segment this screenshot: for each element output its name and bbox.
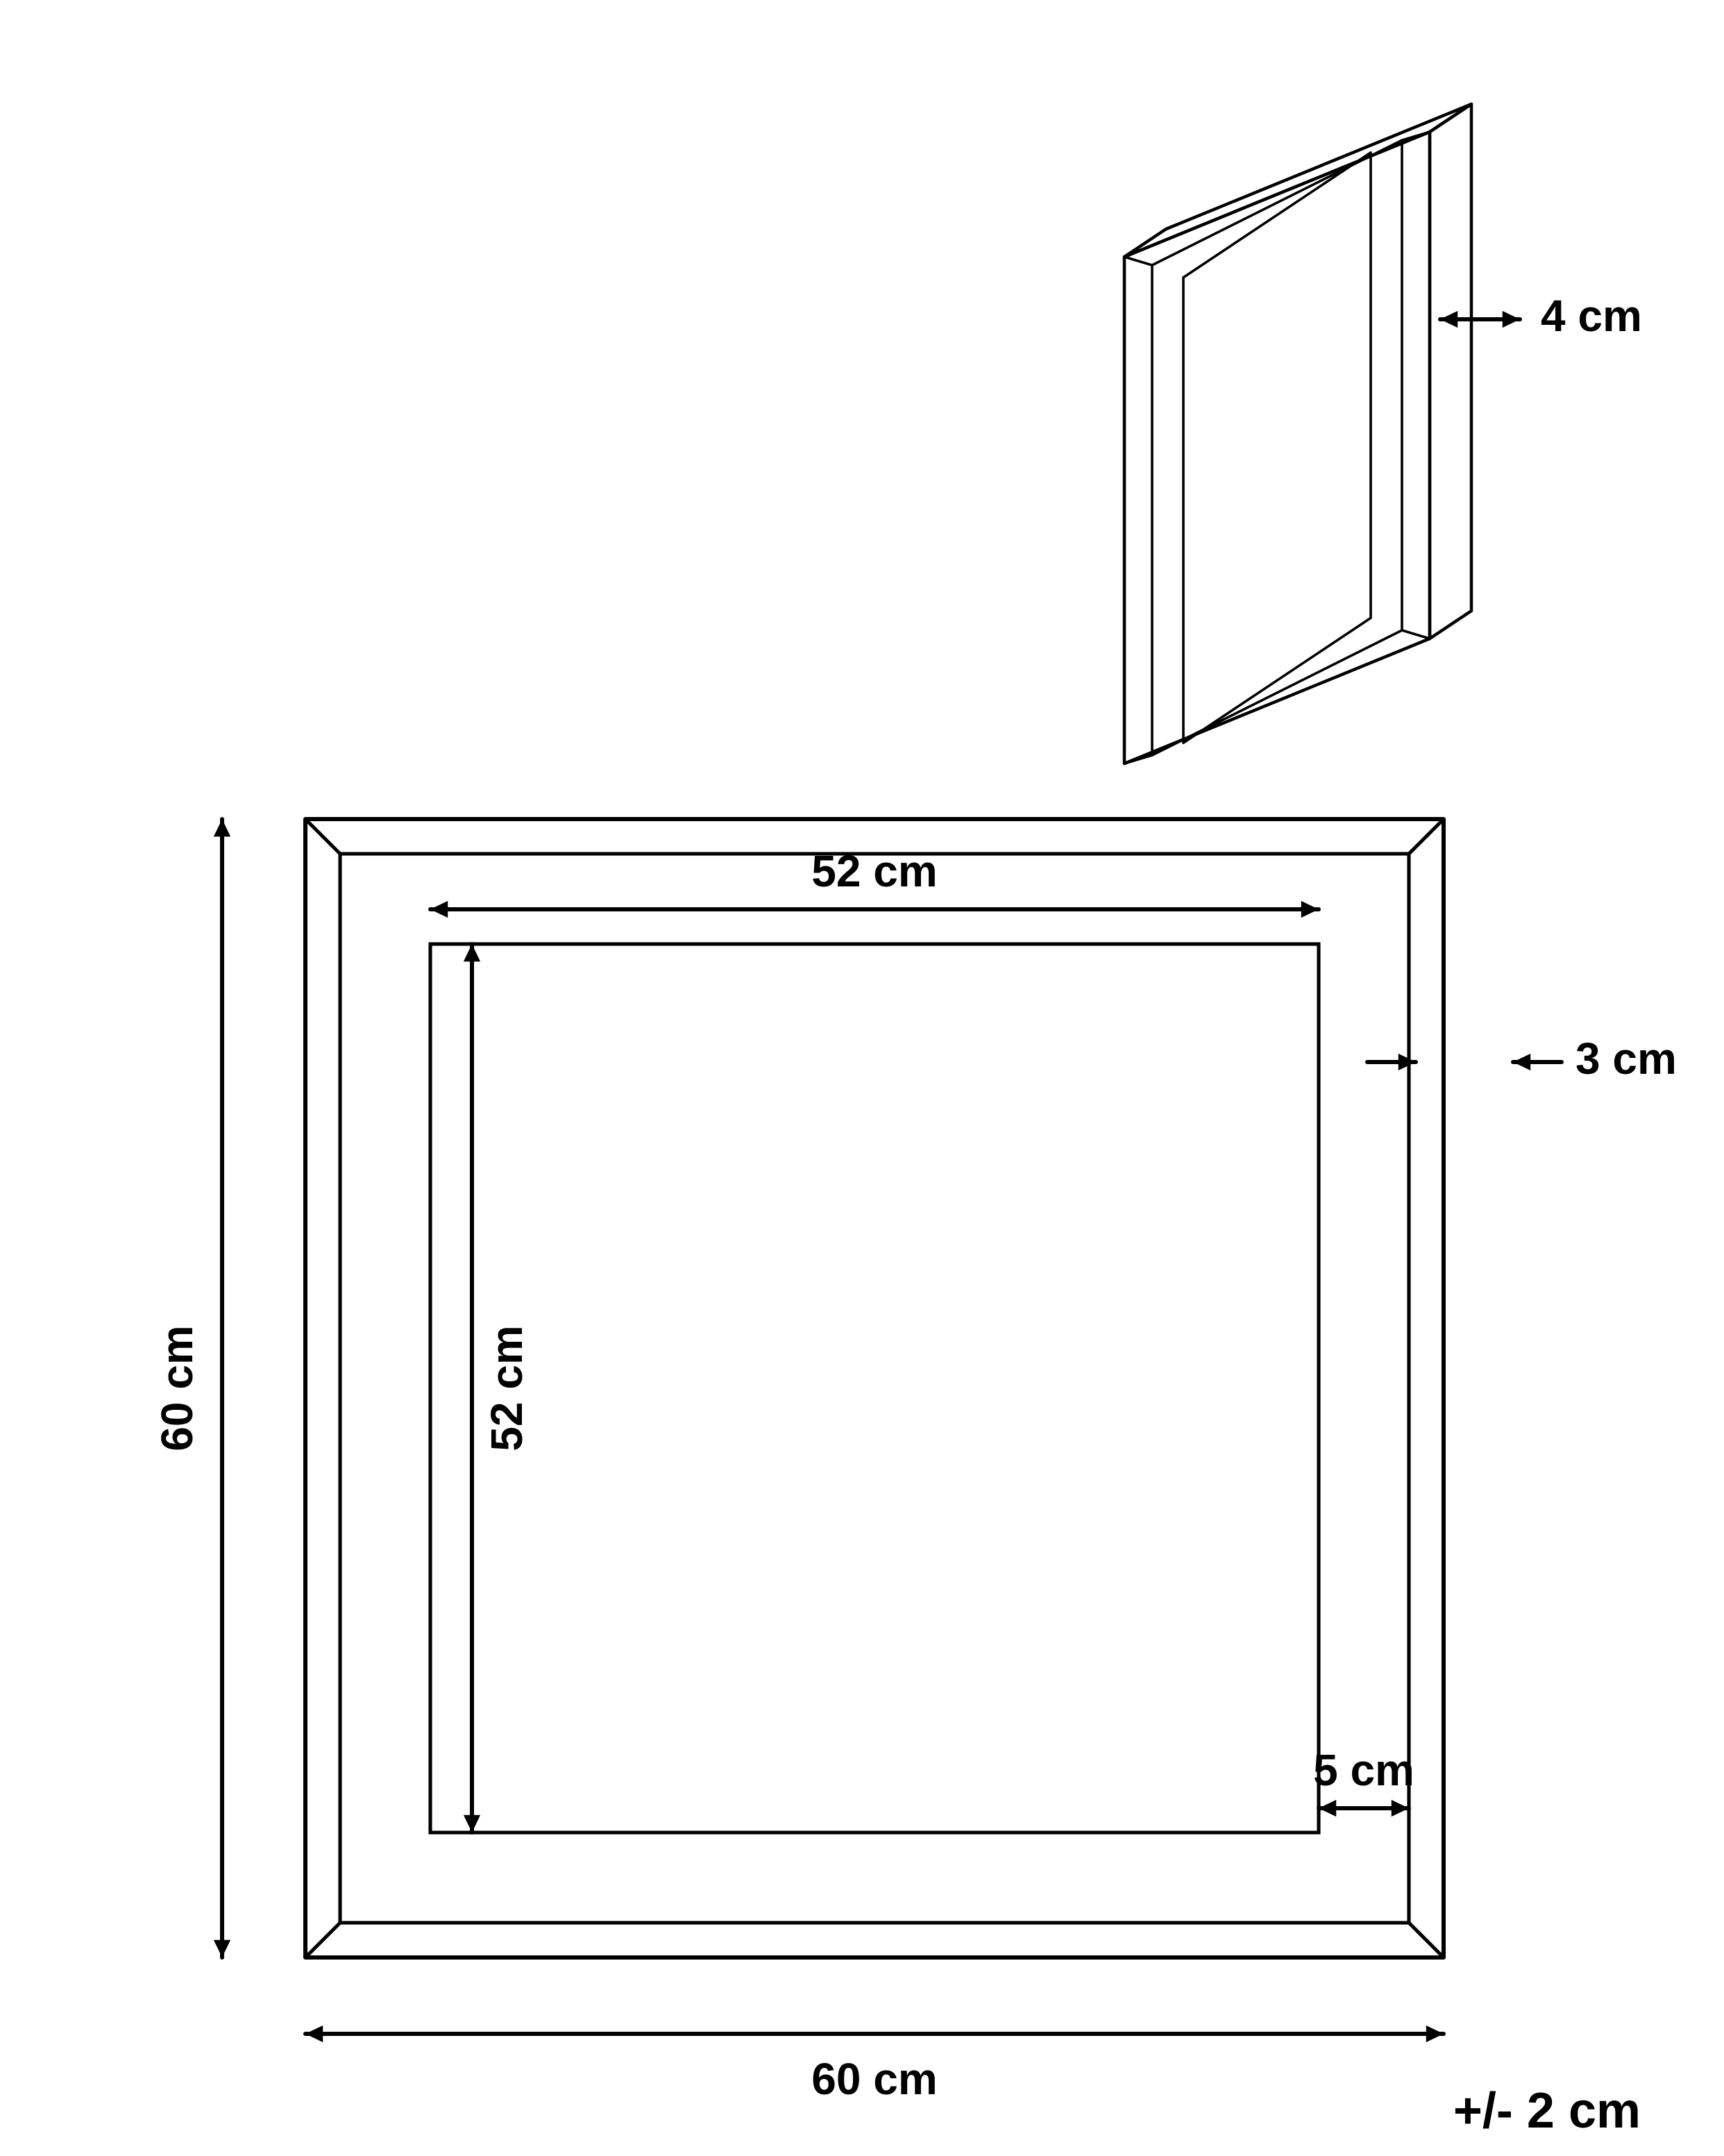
inner-width-label: 52 cm <box>811 846 937 896</box>
tolerance-label: +/- 2 cm <box>1453 2083 1641 2139</box>
mat-label: 5 cm <box>1313 1745 1414 1795</box>
bevel-label: 3 cm <box>1575 1034 1677 1084</box>
inner-height-label: 52 cm <box>482 1325 532 1451</box>
iso-depth-label: 4 cm <box>1541 291 1642 341</box>
outer-width-label: 60 cm <box>811 2054 937 2104</box>
outer-height-label: 60 cm <box>152 1325 202 1451</box>
